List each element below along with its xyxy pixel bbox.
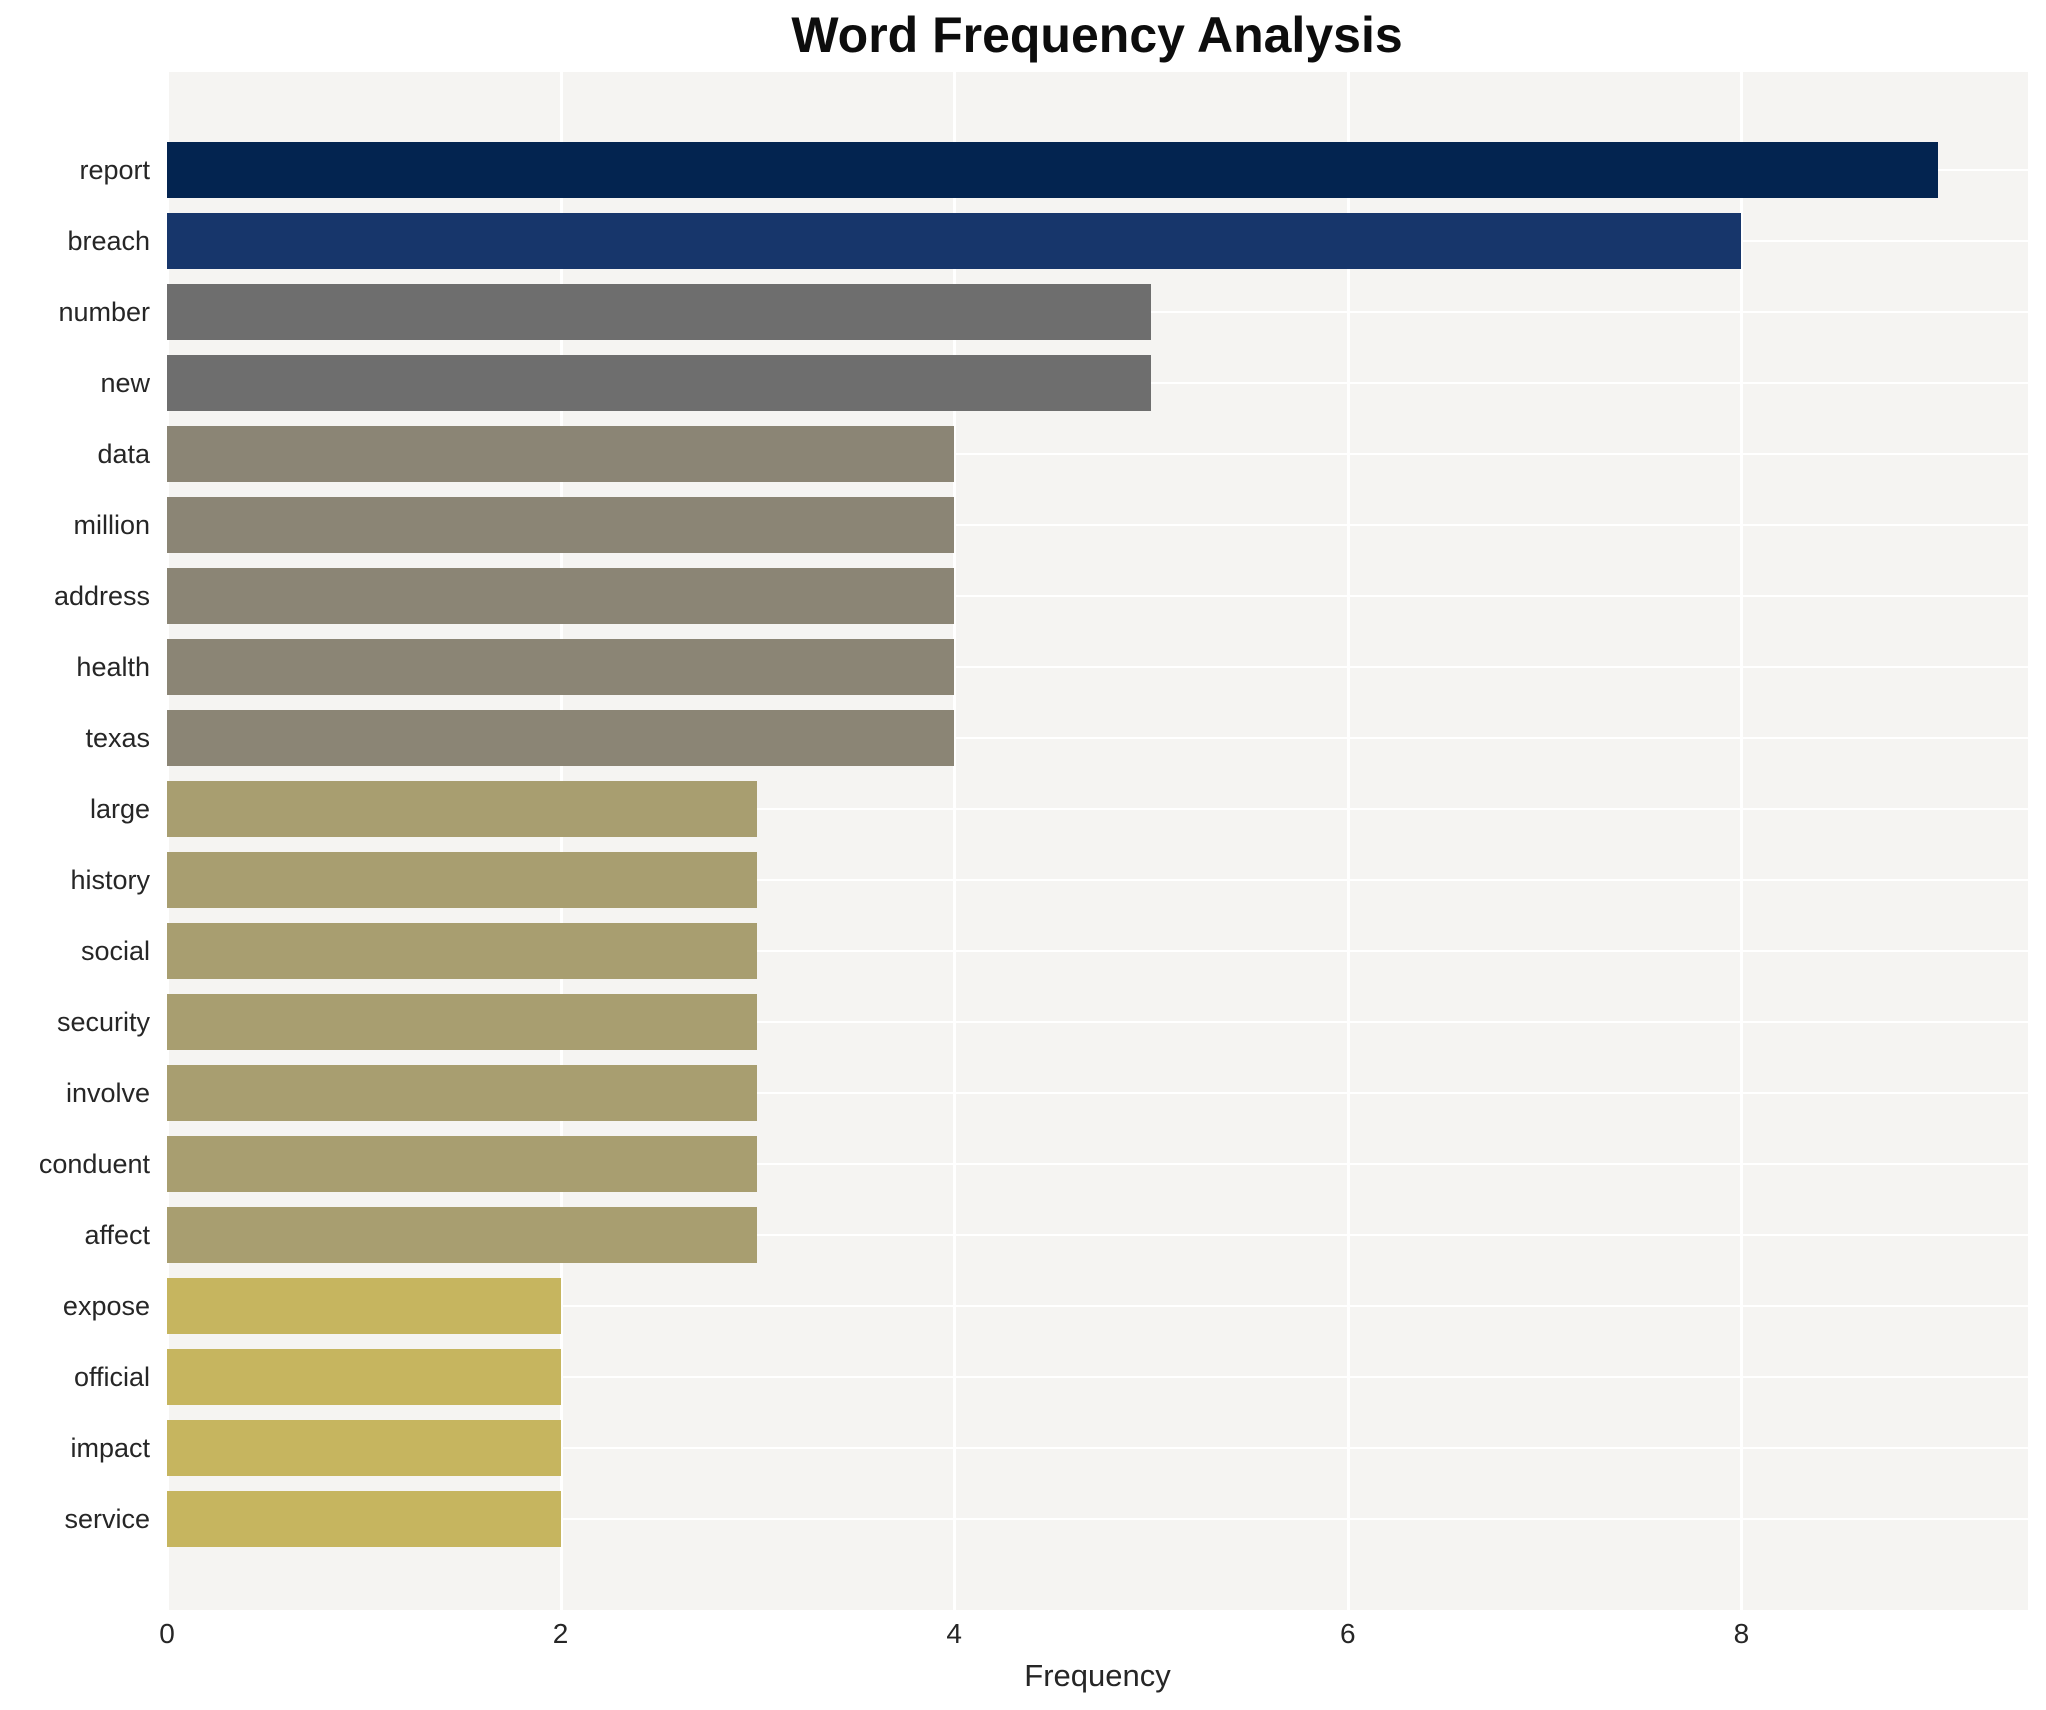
- bar-impact: [167, 1420, 561, 1476]
- y-tick-label-breach: breach: [67, 226, 150, 256]
- y-tick-label-expose: expose: [62, 1291, 150, 1321]
- bar-security: [167, 994, 757, 1050]
- y-gridline: [167, 1305, 2028, 1307]
- x-tick-label-6: 6: [1340, 1618, 1356, 1649]
- x-gridline: [953, 72, 957, 1610]
- y-tick-label-history: history: [70, 865, 150, 895]
- y-gridline: [167, 1163, 2028, 1165]
- x-gridline: [1346, 72, 1350, 1610]
- x-tick-label-2: 2: [552, 1618, 569, 1649]
- y-gridline: [167, 1021, 2028, 1023]
- x-axis-label: Frequency: [1024, 1658, 1171, 1693]
- x-tick-label-4: 4: [946, 1618, 962, 1649]
- bar-service: [167, 1491, 561, 1547]
- y-gridline: [167, 1376, 2028, 1378]
- y-tick-label-official: official: [73, 1362, 150, 1392]
- bar-official: [167, 1349, 561, 1405]
- x-gridline: [166, 72, 169, 1610]
- bar-social: [167, 923, 757, 979]
- y-tick-label-million: million: [73, 510, 150, 540]
- bar-history: [167, 852, 757, 908]
- y-gridline: [167, 950, 2028, 952]
- y-tick-label-number: number: [58, 297, 150, 327]
- bar-million: [167, 497, 954, 553]
- bar-report: [167, 142, 1938, 198]
- y-tick-label-involve: involve: [65, 1078, 150, 1108]
- bar-address: [167, 568, 954, 624]
- plot-area: [166, 72, 2028, 1610]
- y-gridline: [167, 666, 2028, 668]
- bar-conduent: [167, 1136, 757, 1192]
- bar-data: [167, 426, 954, 482]
- y-tick-label-security: security: [56, 1007, 150, 1037]
- y-tick-label-conduent: conduent: [38, 1149, 150, 1179]
- y-gridline: [167, 453, 2028, 455]
- x-tick-label-0: 0: [159, 1618, 175, 1649]
- bar-new: [167, 355, 1151, 411]
- y-tick-label-impact: impact: [70, 1433, 150, 1463]
- bar-breach: [167, 213, 1741, 269]
- y-tick-label-service: service: [64, 1504, 150, 1534]
- bar-health: [167, 639, 954, 695]
- y-tick-label-large: large: [89, 794, 150, 824]
- y-tick-label-affect: affect: [84, 1220, 150, 1250]
- y-gridline: [167, 1518, 2028, 1520]
- x-gridline: [1740, 72, 1744, 1610]
- y-gridline: [167, 524, 2028, 526]
- x-gridline: [559, 72, 563, 1610]
- bar-affect: [167, 1207, 757, 1263]
- y-tick-label-social: social: [80, 936, 150, 966]
- y-tick-label-new: new: [100, 368, 150, 398]
- y-gridline: [167, 1092, 2028, 1094]
- x-tick-label-8: 8: [1733, 1618, 1750, 1649]
- y-gridline: [167, 1234, 2028, 1236]
- bar-number: [167, 284, 1151, 340]
- y-gridline: [167, 808, 2028, 810]
- y-tick-label-texas: texas: [85, 723, 150, 753]
- y-tick-label-data: data: [97, 439, 150, 469]
- y-tick-label-address: address: [53, 581, 150, 611]
- y-gridline: [167, 737, 2028, 739]
- bar-involve: [167, 1065, 757, 1121]
- y-tick-label-report: report: [79, 155, 150, 185]
- bar-large: [167, 781, 757, 837]
- bar-texas: [167, 710, 954, 766]
- y-gridline: [167, 879, 2028, 881]
- y-tick-label-health: health: [76, 652, 150, 682]
- bar-expose: [167, 1278, 561, 1334]
- y-gridline: [167, 595, 2028, 597]
- y-gridline: [167, 1447, 2028, 1449]
- chart-title: Word Frequency Analysis: [791, 7, 1403, 63]
